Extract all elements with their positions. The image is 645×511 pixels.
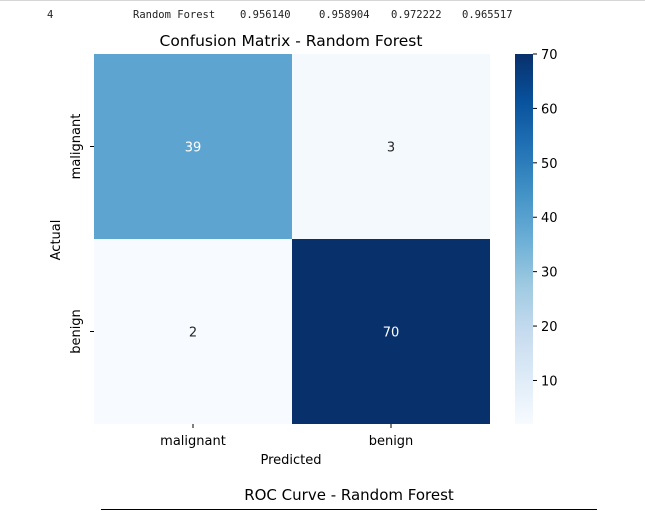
roc-chart-title: ROC Curve - Random Forest bbox=[244, 486, 454, 504]
x-tick-label: malignant bbox=[160, 434, 226, 449]
cell-value-label: 2 bbox=[189, 326, 197, 341]
roc-chart-top-spine bbox=[101, 509, 597, 510]
chart-title: Confusion Matrix - Random Forest bbox=[160, 32, 423, 50]
x-tick-label: benign bbox=[369, 434, 414, 449]
row-value-2: 0.958904 bbox=[319, 9, 370, 21]
output-separator bbox=[0, 0, 645, 5]
x-axis-label: Predicted bbox=[260, 453, 321, 468]
colorbar-tick-label: 70 bbox=[541, 48, 558, 63]
cell-value-label: 70 bbox=[383, 326, 400, 341]
colorbar-tick-label: 40 bbox=[541, 211, 558, 226]
colorbar-tick-label: 30 bbox=[541, 266, 558, 281]
x-ticks: malignant benign bbox=[160, 424, 413, 449]
heatmap-cell bbox=[94, 54, 292, 239]
heatmap-cell bbox=[94, 239, 292, 424]
row-value-4: 0.965517 bbox=[462, 9, 513, 21]
heatmap-cell bbox=[292, 239, 490, 424]
y-tick-label: benign bbox=[69, 309, 84, 354]
row-value-1: 0.956140 bbox=[240, 9, 291, 21]
heatmap-cells: 39 3 2 70 bbox=[94, 54, 490, 424]
colorbar: 10 20 30 40 50 60 70 bbox=[515, 48, 558, 424]
colorbar-tick-label: 20 bbox=[541, 320, 558, 335]
colorbar-gradient bbox=[515, 54, 533, 424]
cell-value-label: 39 bbox=[185, 141, 202, 156]
row-value-3: 0.972222 bbox=[391, 9, 442, 21]
row-index: 4 bbox=[47, 9, 54, 21]
cell-value-label: 3 bbox=[387, 141, 395, 156]
colorbar-tick-label: 50 bbox=[541, 157, 558, 172]
y-tick-label: malignant bbox=[69, 114, 84, 180]
heatmap-cell bbox=[292, 54, 490, 239]
results-table-row: 4 Random Forest 0.956140 0.958904 0.9722… bbox=[0, 9, 513, 23]
colorbar-tick-label: 60 bbox=[541, 102, 558, 117]
row-model-name: Random Forest bbox=[133, 9, 216, 21]
colorbar-tick-label: 10 bbox=[541, 374, 558, 389]
y-axis-label: Actual bbox=[49, 220, 64, 261]
y-ticks: malignant benign bbox=[69, 114, 94, 354]
